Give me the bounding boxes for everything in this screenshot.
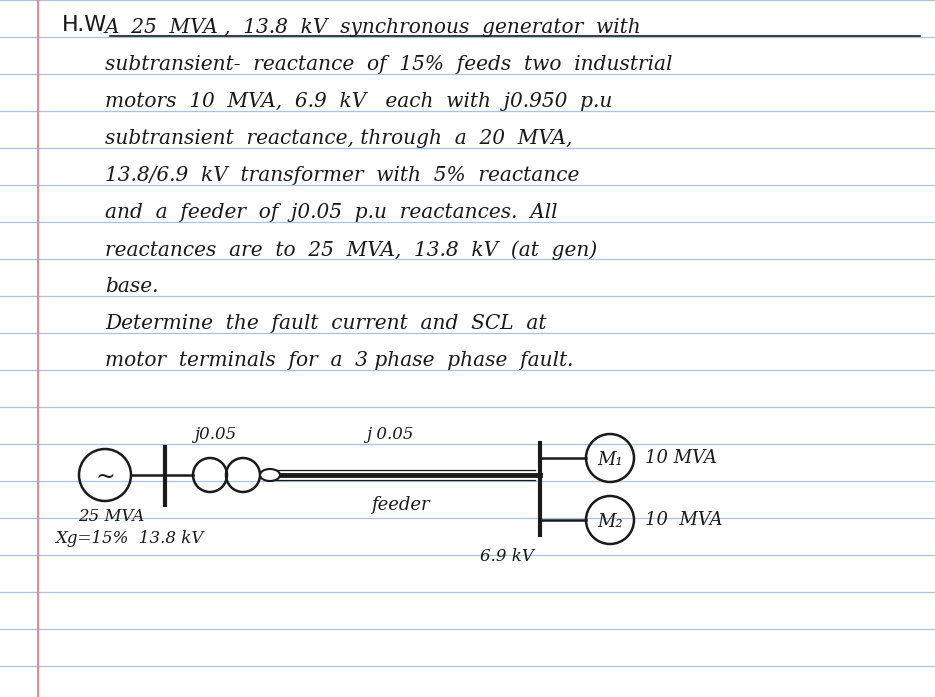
Text: motor  terminals  for  a  3 phase  phase  fault.: motor terminals for a 3 phase phase faul… [105,351,573,370]
Text: M₁: M₁ [597,451,623,469]
Text: subtransient  reactance, through  a  20  MVA,: subtransient reactance, through a 20 MVA… [105,129,572,148]
Text: 6.9 kV: 6.9 kV [480,548,534,565]
Text: ~: ~ [95,466,115,489]
Text: M₂: M₂ [597,513,623,531]
Text: Xg=15%  13.8 kV: Xg=15% 13.8 kV [55,530,204,547]
Text: base.: base. [105,277,159,296]
Text: 10 MVA: 10 MVA [645,449,717,467]
Text: feeder: feeder [370,496,429,514]
Text: 10  MVA: 10 MVA [645,511,723,529]
Text: subtransient-  reactance  of  15%  feeds  two  industrial: subtransient- reactance of 15% feeds two… [105,55,672,74]
Text: j 0.05: j 0.05 [367,426,414,443]
Text: and  a  feeder  of  j0.05  p.u  reactances.  All: and a feeder of j0.05 p.u reactances. Al… [105,203,557,222]
Text: H.W: H.W [62,15,108,35]
Text: reactances  are  to  25  MVA,  13.8  kV  (at  gen): reactances are to 25 MVA, 13.8 kV (at ge… [105,240,597,260]
Text: Determine  the  fault  current  and  SCL  at: Determine the fault current and SCL at [105,314,546,333]
Ellipse shape [260,469,280,481]
Text: A  25  MVA ,  13.8  kV  synchronous  generator  with: A 25 MVA , 13.8 kV synchronous generator… [105,18,641,37]
Text: motors  10  MVA,  6.9  kV   each  with  j0.950  p.u: motors 10 MVA, 6.9 kV each with j0.950 p… [105,92,612,111]
Text: 13.8/6.9  kV  transformer  with  5%  reactance: 13.8/6.9 kV transformer with 5% reactanc… [105,166,580,185]
Text: j0.05: j0.05 [194,426,237,443]
Text: 25 MVA: 25 MVA [78,508,144,525]
